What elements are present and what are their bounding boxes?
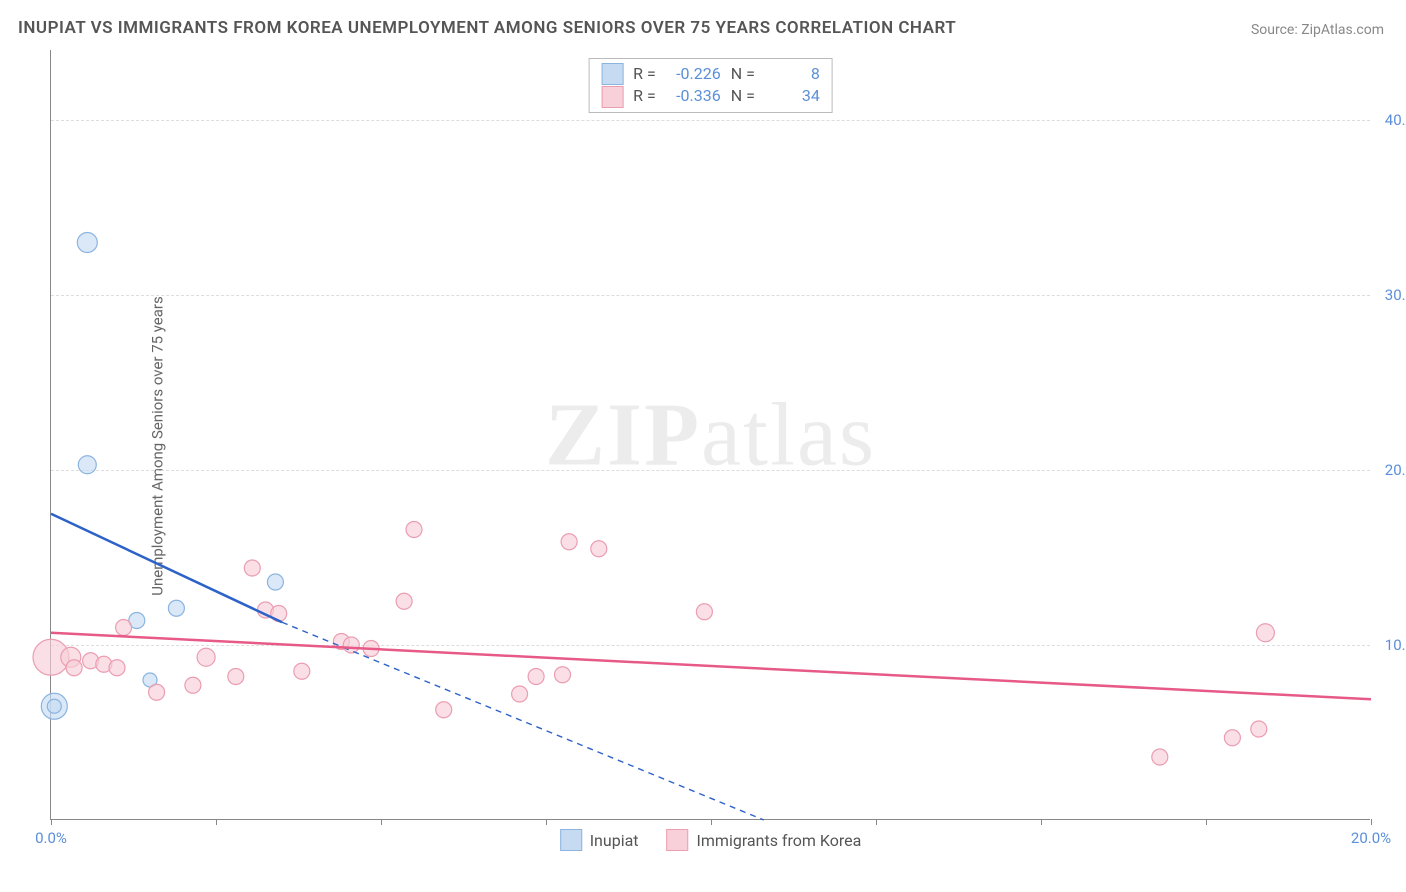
data-point: [185, 677, 201, 693]
data-point: [343, 637, 359, 653]
data-point: [78, 456, 96, 474]
swatch-inupiat: [601, 63, 623, 85]
data-point: [228, 669, 244, 685]
data-point: [406, 522, 422, 538]
correlation-stats-box: R = -0.226 N = 8 R = -0.336 N = 34: [588, 58, 833, 113]
data-point: [197, 648, 215, 666]
trend-line-extrapolated: [282, 622, 764, 820]
data-point: [47, 699, 61, 713]
data-point: [244, 560, 260, 576]
chart-plot-area: ZIPatlas 10.0%20.0%30.0%40.0% 0.0%20.0% …: [50, 50, 1370, 820]
data-point: [66, 660, 82, 676]
legend-label-korea: Immigrants from Korea: [697, 831, 862, 850]
source-label: Source: ZipAtlas.com: [1251, 22, 1384, 38]
data-point: [1256, 624, 1274, 642]
y-tick-label: 10.0%: [1385, 636, 1406, 654]
data-point: [555, 667, 571, 683]
data-point: [116, 620, 132, 636]
data-point: [436, 702, 452, 718]
data-point: [109, 660, 125, 676]
legend-item-korea: Immigrants from Korea: [667, 829, 862, 851]
legend-label-inupiat: Inupiat: [590, 831, 639, 850]
data-point: [267, 574, 283, 590]
legend: Inupiat Immigrants from Korea: [560, 829, 862, 851]
swatch-korea-icon: [667, 829, 689, 851]
data-point: [1224, 730, 1240, 746]
data-point: [696, 604, 712, 620]
data-point: [561, 534, 577, 550]
data-point: [528, 669, 544, 685]
legend-item-inupiat: Inupiat: [560, 829, 639, 851]
chart-title: INUPIAT VS IMMIGRANTS FROM KOREA UNEMPLO…: [18, 18, 956, 38]
data-point: [1251, 721, 1267, 737]
data-point: [396, 593, 412, 609]
swatch-inupiat-icon: [560, 829, 582, 851]
stats-row-korea: R = -0.336 N = 34: [601, 85, 820, 107]
y-tick-label: 30.0%: [1385, 286, 1406, 304]
data-point: [512, 686, 528, 702]
y-tick-label: 40.0%: [1385, 111, 1406, 129]
x-tick-label: 0.0%: [35, 829, 67, 847]
data-point: [1152, 749, 1168, 765]
data-point: [168, 600, 184, 616]
x-tick-label: 20.0%: [1351, 829, 1391, 847]
scatter-svg: [51, 50, 1370, 819]
data-point: [149, 684, 165, 700]
stats-row-inupiat: R = -0.226 N = 8: [601, 63, 820, 85]
data-point: [591, 541, 607, 557]
data-point: [294, 663, 310, 679]
trend-line: [51, 633, 1371, 700]
y-tick-label: 20.0%: [1385, 461, 1406, 479]
swatch-korea: [601, 86, 623, 108]
data-point: [77, 233, 97, 253]
